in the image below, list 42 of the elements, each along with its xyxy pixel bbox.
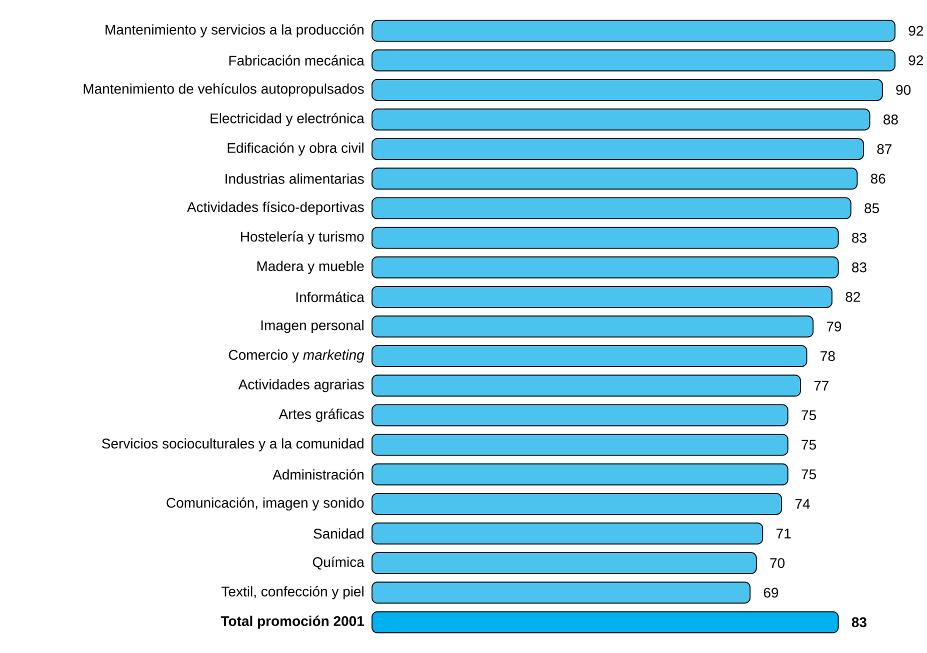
data-label: 69: [764, 588, 778, 598]
data-label: 70: [770, 558, 785, 568]
y-tick-label: Fabricación mecánica: [229, 55, 364, 66]
y-tick-label: Química: [312, 556, 364, 570]
data-label: 92: [908, 55, 923, 66]
data-label: 78: [820, 351, 835, 362]
data-label: 75: [802, 440, 816, 450]
y-tick-label: Actividades agrarias: [238, 379, 364, 392]
y-tick-label: Servicios socioculturales y a la comunidad: [102, 438, 364, 452]
data-label: 82: [846, 292, 860, 302]
data-label: 77: [814, 380, 828, 390]
data-label: 86: [870, 174, 886, 184]
y-tick-label: Comunicación, imagen y sonido: [166, 497, 364, 511]
y-tick-label: Artes gráficas: [278, 408, 364, 422]
y-tick-label: Actividades físico-deportivas: [187, 202, 364, 215]
y-tick-label: Mantenimiento y servicios a la producción: [106, 24, 364, 38]
y-tick-label: Textil, confección y piel: [222, 586, 364, 600]
y-tick-label: Industrias alimentarias: [226, 174, 364, 184]
data-label: 79: [826, 322, 842, 332]
data-label: 83: [852, 232, 866, 243]
data-label: 71: [776, 528, 791, 538]
data-label: 85: [864, 203, 879, 214]
y-tick-label: Mantenimiento de vehículos autopropulsados: [84, 83, 364, 97]
data-label: 87: [877, 144, 892, 154]
data-label: 83: [852, 262, 866, 272]
data-label: 90: [896, 84, 911, 95]
y-tick-label: Madera y mueble: [257, 260, 364, 274]
y-tick-label: Imagen personal: [261, 320, 364, 334]
data-label: 83: [852, 617, 866, 628]
data-label: 88: [884, 114, 898, 124]
data-label: 75: [802, 469, 816, 480]
y-tick-label: Total promoción 2001: [220, 616, 364, 629]
y-tick-label: Edificación y obra civil: [228, 142, 364, 156]
data-label: 75: [802, 410, 816, 420]
y-tick-label: Sanidad: [314, 528, 364, 539]
y-tick-label: Informática: [296, 292, 364, 302]
y-tick-label: Electricidad y electrónica: [210, 112, 364, 126]
y-tick-label: Comercio y marketing: [228, 350, 364, 363]
data-label: 92: [908, 26, 923, 36]
y-tick-label: Hostelería y turismo: [241, 231, 364, 244]
data-label: 74: [795, 499, 810, 509]
y-tick-label: Administración: [272, 469, 364, 480]
